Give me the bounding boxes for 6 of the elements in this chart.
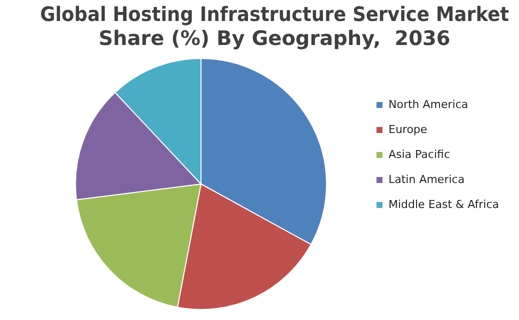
legend-label: Europe: [388, 122, 428, 136]
legend-label: Asia Pacific: [388, 148, 450, 161]
legend-label: North America: [388, 98, 468, 111]
legend-label: Latin America: [388, 172, 465, 186]
chart-title: Global Hosting Infrastructure Service Market Share (%) By Geography, 2036: [40, 2, 509, 50]
legend-label: Middle East & Africa: [388, 198, 500, 211]
